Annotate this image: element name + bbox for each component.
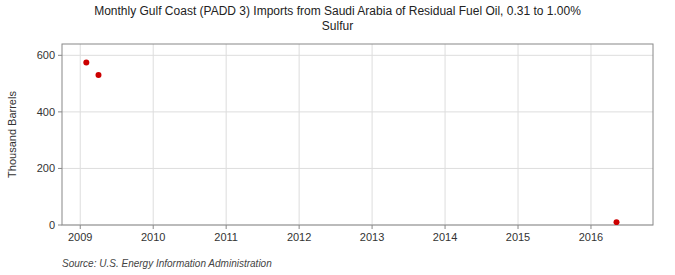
plot-background xyxy=(62,44,653,225)
point xyxy=(95,72,101,78)
y-tick xyxy=(58,168,62,169)
title-line: Sulfur xyxy=(322,19,353,33)
y-axis: 0 200 400 600 xyxy=(37,49,62,231)
chart-container: 2009 2010 2011 2012 2013 2014 2015 2016 0 200 400 6… xyxy=(0,0,675,275)
grid-line-x xyxy=(518,44,519,225)
y-tick-label: 200 xyxy=(37,162,55,174)
x-tick xyxy=(445,225,446,229)
y-axis-label: Thousand Barrels xyxy=(6,91,18,178)
points xyxy=(83,59,619,225)
x-tick-label: 2012 xyxy=(287,231,311,243)
grid-line-x xyxy=(445,44,446,225)
x-tick xyxy=(518,225,519,229)
grid-line-x xyxy=(153,44,154,225)
x-tick-label: 2009 xyxy=(68,231,92,243)
y-tick-label: 400 xyxy=(37,106,55,118)
source-note: Source: U.S. Energy Information Administ… xyxy=(62,258,272,269)
x-tick xyxy=(80,225,81,229)
y-tick xyxy=(58,55,62,56)
x-tick-label: 2010 xyxy=(141,231,165,243)
chart-svg: 2009 2010 2011 2012 2013 2014 2015 2016 0 200 400 6… xyxy=(0,0,675,275)
x-tick-label: 2015 xyxy=(506,231,530,243)
grid-line-y xyxy=(62,55,653,56)
y-tick xyxy=(58,225,62,226)
y-tick-label: 0 xyxy=(49,219,55,231)
grid-line-x xyxy=(590,44,591,225)
x-tick-label: 2016 xyxy=(579,231,603,243)
grid-line-x xyxy=(299,44,300,225)
x-tick xyxy=(590,225,591,229)
point xyxy=(614,219,620,225)
title: Monthly Gulf Coast (PADD 3) Imports from… xyxy=(94,4,581,33)
grid-line-y xyxy=(62,168,653,169)
y-tick-label: 600 xyxy=(37,49,55,61)
x-axis: 2009 2010 2011 2012 2013 2014 2015 2016 xyxy=(68,225,603,243)
x-tick-label: 2013 xyxy=(360,231,384,243)
x-tick xyxy=(372,225,373,229)
x-tick xyxy=(299,225,300,229)
x-tick-label: 2014 xyxy=(433,231,457,243)
x-tick xyxy=(226,225,227,229)
title-line: Monthly Gulf Coast (PADD 3) Imports from… xyxy=(94,4,581,18)
y-tick xyxy=(58,111,62,112)
x-tick xyxy=(153,225,154,229)
point xyxy=(83,59,89,65)
grid-line-x xyxy=(226,44,227,225)
plot-frame xyxy=(62,44,653,225)
grid-line-y xyxy=(62,111,653,112)
x-tick-label: 2011 xyxy=(214,231,238,243)
grid xyxy=(62,44,653,225)
grid-line-x xyxy=(80,44,81,225)
grid-line-x xyxy=(372,44,373,225)
